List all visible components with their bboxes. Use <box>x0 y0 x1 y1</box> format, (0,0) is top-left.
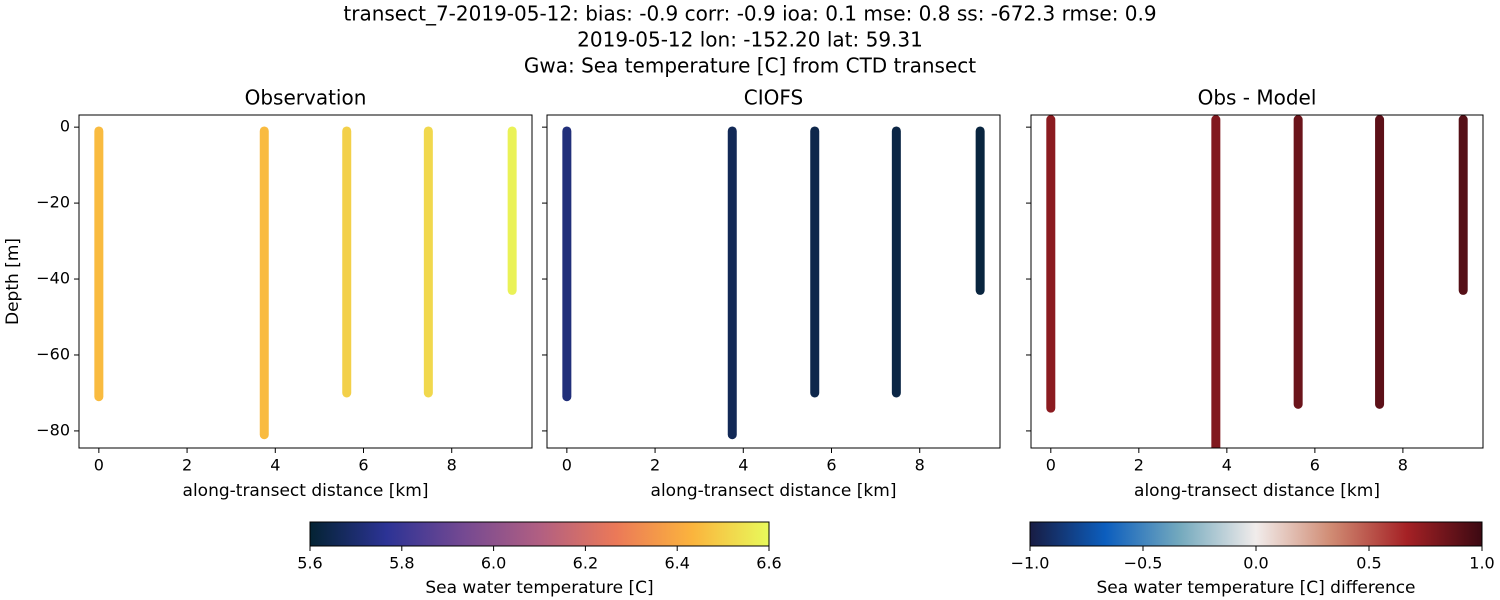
plot-area <box>562 126 985 440</box>
suptitle: Gwa: Sea temperature [C] from CTD transe… <box>524 54 976 78</box>
x-tick-label: 8 <box>915 456 925 475</box>
colorbar-tick-label: 6.6 <box>756 554 781 573</box>
axes-frame <box>1030 114 1484 449</box>
plot-area <box>94 126 517 440</box>
colorbar <box>309 521 770 547</box>
x-tick-label: 2 <box>1134 456 1144 475</box>
axes-frame <box>546 114 1001 449</box>
x-tick-label: 8 <box>1398 456 1408 475</box>
colorbar <box>1029 521 1483 547</box>
colorbar-tick-label: 5.6 <box>297 554 322 573</box>
x-axis-label: along-transect distance [km] <box>651 481 897 501</box>
suptitle: transect_7-2019-05-12: bias: -0.9 corr: … <box>343 2 1156 26</box>
y-axis-label: Depth [m] <box>3 238 23 325</box>
x-tick-label: 4 <box>1222 456 1232 475</box>
colorbar-tick-label: 0.0 <box>1243 554 1268 573</box>
y-tick-label: −40 <box>36 269 70 288</box>
axes-frame <box>78 114 533 449</box>
colorbar-tick-label: −1.0 <box>1011 554 1050 573</box>
panel-title: CIOFS <box>744 86 803 110</box>
x-tick-label: 6 <box>826 456 836 475</box>
x-axis-label: along-transect distance [km] <box>183 481 429 501</box>
colorbar-tick-label: 1.0 <box>1469 554 1494 573</box>
x-tick-label: 0 <box>1046 456 1056 475</box>
y-tick-label: 0 <box>60 117 70 136</box>
y-tick-label: −60 <box>36 344 70 363</box>
colorbar-label: Sea water temperature [C] difference <box>1096 578 1415 598</box>
colorbar-tick-label: 6.2 <box>573 554 598 573</box>
x-tick-label: 6 <box>1310 456 1320 475</box>
x-tick-label: 4 <box>738 456 748 475</box>
colorbar-tick-label: −0.5 <box>1124 554 1163 573</box>
colorbar-tick-label: 6.0 <box>481 554 506 573</box>
panel-title: Observation <box>245 86 367 110</box>
x-tick-label: 0 <box>562 456 572 475</box>
x-tick-label: 6 <box>358 456 368 475</box>
x-tick-label: 4 <box>270 456 280 475</box>
colorbar-tick-label: 6.4 <box>664 554 689 573</box>
colorbar-label: Sea water temperature [C] <box>425 578 653 598</box>
colorbar-tick-label: 0.5 <box>1356 554 1381 573</box>
x-axis-label: along-transect distance [km] <box>1134 481 1380 501</box>
x-tick-label: 8 <box>447 456 457 475</box>
x-tick-label: 0 <box>94 456 104 475</box>
y-tick-label: −80 <box>36 420 70 439</box>
panel-title: Obs - Model <box>1198 86 1317 110</box>
colorbar-tick-label: 5.8 <box>389 554 414 573</box>
plot-area <box>1046 115 1468 448</box>
y-tick-label: −20 <box>36 193 70 212</box>
x-tick-label: 2 <box>650 456 660 475</box>
suptitle: 2019-05-12 lon: -152.20 lat: 59.31 <box>577 28 923 52</box>
x-tick-label: 2 <box>182 456 192 475</box>
